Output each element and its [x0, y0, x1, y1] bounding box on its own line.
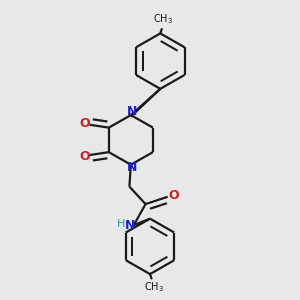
Text: CH$_3$: CH$_3$ [143, 280, 164, 294]
Text: O: O [168, 189, 179, 202]
Text: N: N [127, 161, 137, 174]
Text: H: H [117, 219, 126, 229]
Text: N: N [127, 105, 137, 118]
Text: N: N [125, 219, 136, 232]
Text: O: O [79, 150, 90, 163]
Text: O: O [79, 117, 90, 130]
Text: CH$_3$: CH$_3$ [153, 12, 173, 26]
